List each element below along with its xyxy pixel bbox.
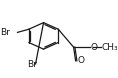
Text: CH₃: CH₃ [101,43,118,52]
Text: O: O [91,43,98,52]
Text: O: O [77,56,84,65]
Text: Br: Br [27,60,37,69]
Text: Br: Br [1,28,11,37]
